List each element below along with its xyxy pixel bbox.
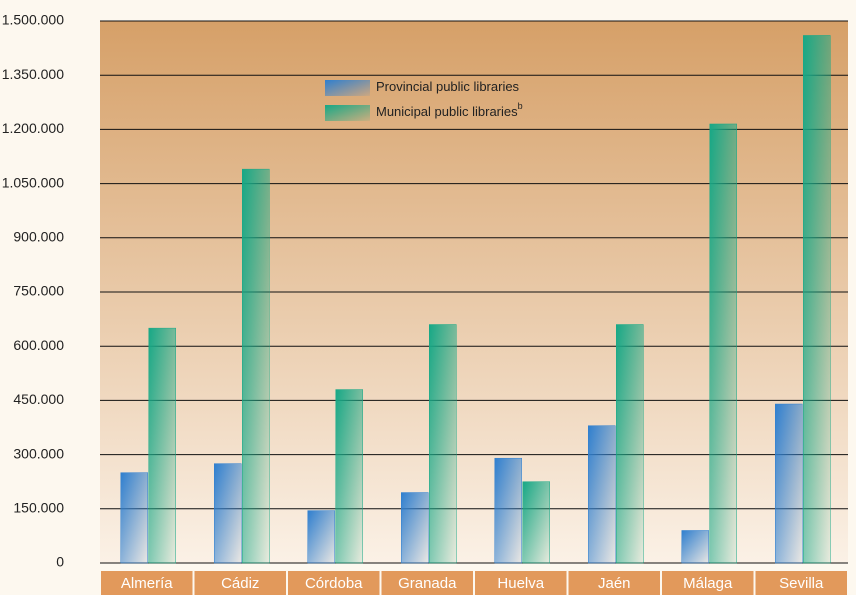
y-tick-label: 1.350.000 xyxy=(2,66,64,82)
bar xyxy=(588,425,616,564)
bar xyxy=(522,481,550,564)
bar xyxy=(494,457,522,564)
category-box xyxy=(568,571,660,595)
y-tick-label: 900.000 xyxy=(13,229,64,245)
legend-footnote: b xyxy=(518,101,523,111)
y-tick-label: 600.000 xyxy=(13,337,64,353)
x-tick-label: Córdoba xyxy=(305,575,363,592)
x-tick-label: Sevilla xyxy=(779,575,824,592)
bar xyxy=(242,168,270,564)
category-box xyxy=(288,571,380,595)
x-tick-label: Jaén xyxy=(598,575,631,592)
category-box xyxy=(475,571,567,595)
legend-swatch xyxy=(325,105,370,121)
y-tick-label: 0 xyxy=(56,554,64,570)
x-tick-label: Huelva xyxy=(497,575,544,592)
legend-label: Municipal public librariesb xyxy=(376,101,523,119)
x-tick-label: Granada xyxy=(398,575,457,592)
y-tick-label: 1.500.000 xyxy=(2,12,64,28)
bar xyxy=(120,472,148,564)
y-tick-label: 150.000 xyxy=(13,500,64,516)
legend-swatch xyxy=(325,80,370,96)
bar xyxy=(775,403,803,564)
legend-name: Municipal public libraries xyxy=(376,104,518,119)
y-tick-label: 1.050.000 xyxy=(2,174,64,190)
bar xyxy=(401,492,429,564)
x-tick-label: Cádiz xyxy=(221,575,259,592)
category-box xyxy=(101,571,193,595)
legend-name: Provincial public libraries xyxy=(376,79,520,94)
bar xyxy=(148,327,176,564)
category-box xyxy=(662,571,754,595)
x-tick-label: Málaga xyxy=(683,575,733,592)
bar xyxy=(214,463,242,564)
y-tick-label: 750.000 xyxy=(13,283,64,299)
category-box xyxy=(381,571,473,595)
bar xyxy=(307,510,335,564)
category-box xyxy=(194,571,286,595)
bar xyxy=(709,123,737,564)
legend-label: Provincial public libraries xyxy=(376,79,520,94)
category-box xyxy=(755,571,847,595)
bar xyxy=(681,530,709,564)
x-tick-label: Almería xyxy=(121,575,173,592)
y-tick-label: 450.000 xyxy=(13,391,64,407)
bar xyxy=(429,324,457,564)
bar xyxy=(616,324,644,564)
y-tick-label: 300.000 xyxy=(13,445,64,461)
bar xyxy=(335,389,363,564)
y-tick-label: 1.200.000 xyxy=(2,120,64,136)
bar xyxy=(803,35,831,564)
